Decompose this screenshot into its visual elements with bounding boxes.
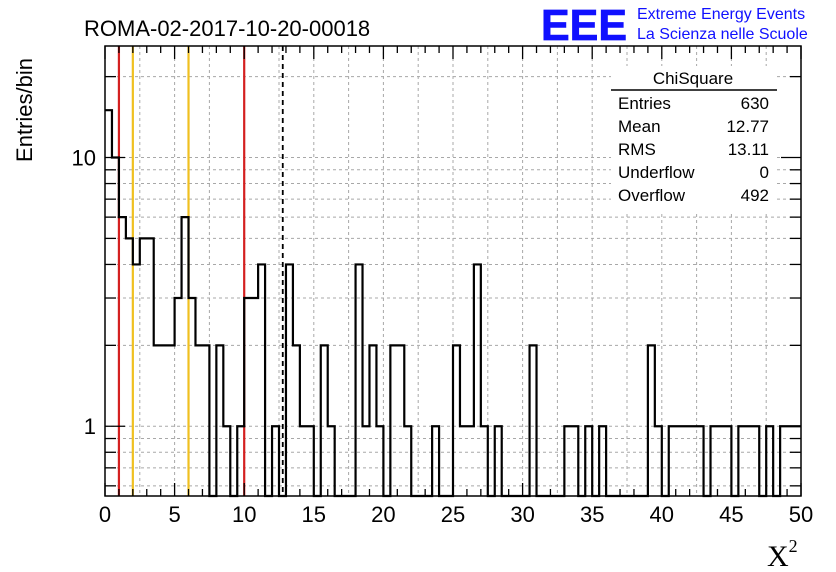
y-tick-label: 10	[72, 146, 96, 171]
y-tick-label: 1	[84, 414, 96, 439]
y-tick-labels: 1 10	[72, 146, 96, 440]
x-tick-label: 50	[789, 502, 813, 527]
eee-logo: EEE Extreme Energy Events La Scienza nel…	[541, 1, 808, 51]
x-tick-label: 5	[168, 502, 180, 527]
stats-row-label: Overflow	[618, 186, 686, 205]
stats-row-value: 0	[760, 163, 769, 182]
x-tick-label: 40	[650, 502, 674, 527]
x-tick-label: 35	[580, 502, 604, 527]
stats-row-label: Underflow	[618, 163, 695, 182]
x-axis-label: X2	[767, 536, 798, 572]
stats-row-value: 13.11	[728, 140, 769, 159]
x-tick-label: 30	[510, 502, 534, 527]
x-tick-label: 15	[302, 502, 326, 527]
stats-rows: Entries 630 Mean 12.77 RMS 13.11 Underflow 0 Ove…	[618, 94, 769, 205]
stats-box: ChiSquare Entries 630 Mean 12.77 RMS 13.11 Und…	[611, 66, 777, 211]
x-tick-label: 10	[232, 502, 256, 527]
y-axis-label: Entries/bin	[12, 58, 37, 162]
stats-row-value: 492	[741, 186, 769, 205]
logo-line1: Extreme Energy Events	[637, 6, 805, 23]
stats-row-value: 630	[741, 94, 769, 113]
logo-line2: La Scienza nelle Scuole	[637, 26, 808, 43]
stats-row-label: Mean	[618, 117, 661, 136]
chart-title: ROMA-02-2017-10-20-00018	[84, 16, 370, 41]
x-tick-label: 0	[99, 502, 111, 527]
x-tick-label: 20	[371, 502, 395, 527]
stats-title: ChiSquare	[653, 69, 733, 88]
logo-mark: EEE	[541, 1, 627, 50]
x-tick-label: 25	[441, 502, 465, 527]
stats-row-label: RMS	[618, 140, 656, 159]
stats-row-label: Entries	[618, 94, 671, 113]
axis-ticks	[104, 46, 802, 496]
stats-row-value: 12.77	[726, 117, 769, 136]
x-tick-labels: 0 5 10 15 20 25 30 35 40 45 50	[99, 502, 813, 527]
x-tick-label: 45	[719, 502, 743, 527]
